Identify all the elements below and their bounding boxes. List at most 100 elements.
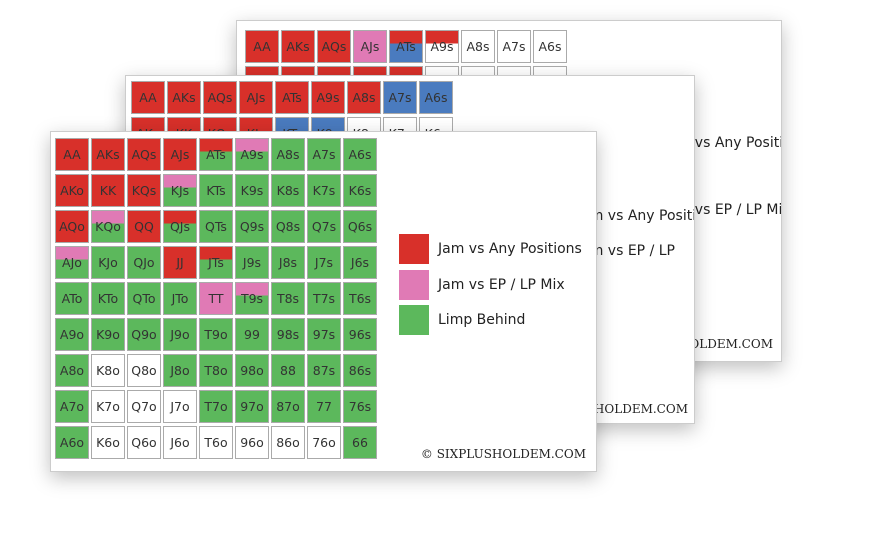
hand-cell: 77	[307, 390, 341, 423]
hand-cell: Q8s	[271, 210, 305, 243]
hand-cell: A8s	[271, 138, 305, 171]
hand-cell: T6o	[199, 426, 233, 459]
hand-cell: A9s	[235, 138, 269, 171]
hand-cell: K7s	[307, 174, 341, 207]
hand-cell: T7o	[199, 390, 233, 423]
hand-cell: AA	[55, 138, 89, 171]
hand-cell: 98o	[235, 354, 269, 387]
hand-cell: J7s	[307, 246, 341, 279]
hand-cell: Q6s	[343, 210, 377, 243]
hand-cell: 97o	[235, 390, 269, 423]
hand-cell: A7s	[383, 81, 417, 114]
hand-cell: ATs	[275, 81, 309, 114]
hand-cell: J6s	[343, 246, 377, 279]
hand-cell: Q9o	[127, 318, 161, 351]
hand-cell: 66	[343, 426, 377, 459]
hand-cell: 98s	[271, 318, 305, 351]
hand-cell: AQs	[127, 138, 161, 171]
hand-cell: KJo	[91, 246, 125, 279]
hand-cell: QQ	[127, 210, 161, 243]
hand-cell: 76o	[307, 426, 341, 459]
hand-cell: J6o	[163, 426, 197, 459]
hand-cell: A6s	[343, 138, 377, 171]
hand-cell: AJs	[239, 81, 273, 114]
hand-cell: AJs	[163, 138, 197, 171]
hand-cell: 86o	[271, 426, 305, 459]
hand-cell: JTs	[199, 246, 233, 279]
hand-cell: Q9s	[235, 210, 269, 243]
hand-cell: Q7o	[127, 390, 161, 423]
hand-cell: KJs	[163, 174, 197, 207]
hand-cell: KTo	[91, 282, 125, 315]
hand-cell: 96o	[235, 426, 269, 459]
hand-cell: ATs	[389, 30, 423, 63]
hand-cell: A9s	[425, 30, 459, 63]
legend-label: Jam vs EP / LP Mix	[438, 277, 565, 293]
hand-cell: K8s	[271, 174, 305, 207]
hand-cell: J8s	[271, 246, 305, 279]
legend-label: Limp Behind	[438, 312, 526, 328]
hand-cell: A8o	[55, 354, 89, 387]
hand-cell: ATo	[55, 282, 89, 315]
hand-cell: A7s	[497, 30, 531, 63]
hand-cell: J9s	[235, 246, 269, 279]
hand-cell: J9o	[163, 318, 197, 351]
legend-swatch	[399, 305, 429, 335]
hand-cell: J8o	[163, 354, 197, 387]
hand-cell: KK	[91, 174, 125, 207]
hand-cell: J7o	[163, 390, 197, 423]
hand-cell: QJs	[163, 210, 197, 243]
legend-swatch	[399, 234, 429, 264]
hand-cell: 86s	[343, 354, 377, 387]
hand-cell: T6s	[343, 282, 377, 315]
hand-cell: AKs	[167, 81, 201, 114]
hand-cell: AKs	[281, 30, 315, 63]
hand-cell: A6s	[533, 30, 567, 63]
hand-cell: 97s	[307, 318, 341, 351]
hand-cell: KQs	[127, 174, 161, 207]
hand-cell: 76s	[343, 390, 377, 423]
hand-cell: A9s	[311, 81, 345, 114]
hand-cell: Q8o	[127, 354, 161, 387]
hand-cell: K6o	[91, 426, 125, 459]
hand-cell: TT	[199, 282, 233, 315]
hand-cell: A6o	[55, 426, 89, 459]
legend-swatch	[399, 270, 429, 300]
hand-cell: K9o	[91, 318, 125, 351]
hand-cell: Q7s	[307, 210, 341, 243]
hand-cell: JJ	[163, 246, 197, 279]
hand-cell: KQo	[91, 210, 125, 243]
hand-cell: 88	[271, 354, 305, 387]
hand-cell: A9o	[55, 318, 89, 351]
hand-cell: AQs	[203, 81, 237, 114]
footer: © SIXPLUSHOLDEM.COM	[420, 447, 586, 461]
hand-cell: T9s	[235, 282, 269, 315]
hand-cell: 99	[235, 318, 269, 351]
hand-cell: K7o	[91, 390, 125, 423]
hand-cell: AA	[131, 81, 165, 114]
hand-cell: QTo	[127, 282, 161, 315]
hand-cell: AKo	[55, 174, 89, 207]
hand-cell: AQs	[317, 30, 351, 63]
hand-cell: A7s	[307, 138, 341, 171]
hand-cell: T8o	[199, 354, 233, 387]
legend-label: Jam vs Any Positions	[577, 208, 694, 224]
hand-cell: QTs	[199, 210, 233, 243]
hand-cell: A6s	[419, 81, 453, 114]
hand-cell: KTs	[199, 174, 233, 207]
legend-label: Jam vs Any Positions	[438, 241, 582, 257]
hand-cell: A7o	[55, 390, 89, 423]
hand-cell: T9o	[199, 318, 233, 351]
hand-cell: K6s	[343, 174, 377, 207]
hand-cell: AJs	[353, 30, 387, 63]
hand-cell: A8s	[461, 30, 495, 63]
hand-cell: AJo	[55, 246, 89, 279]
legend-label: Jam vs EP / LP	[577, 243, 675, 259]
hand-cell: 87o	[271, 390, 305, 423]
hand-cell: QJo	[127, 246, 161, 279]
hand-cell: T8s	[271, 282, 305, 315]
hand-cell: AKs	[91, 138, 125, 171]
hand-cell: K9s	[235, 174, 269, 207]
